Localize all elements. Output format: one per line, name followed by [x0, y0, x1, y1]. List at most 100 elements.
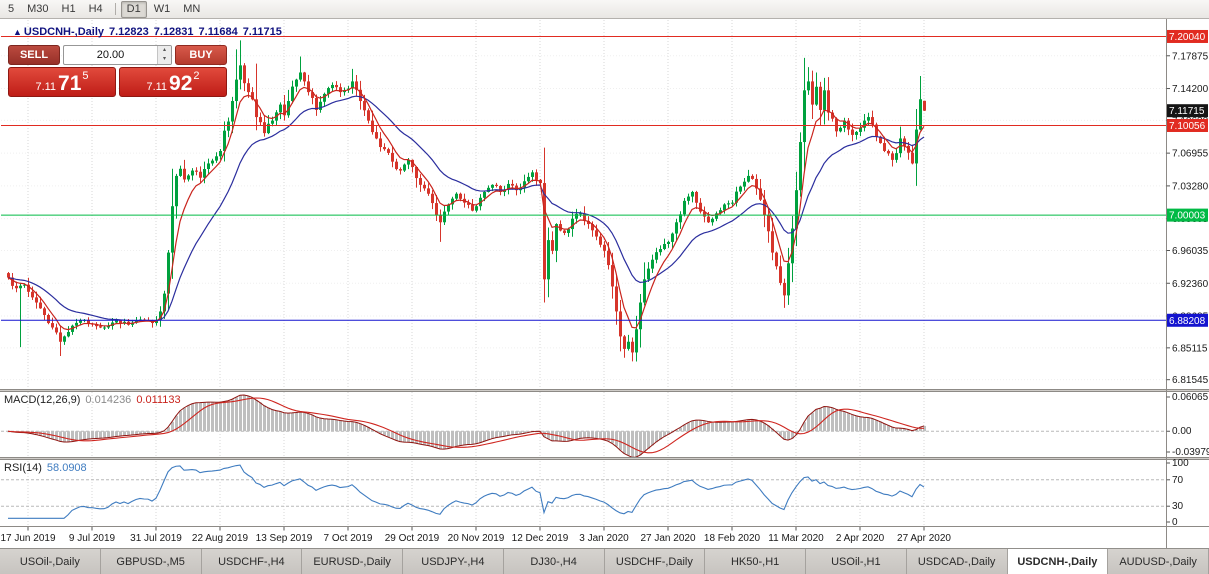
sell-price-pipette: 5	[82, 70, 89, 82]
chart-tab-gbpusd-m5[interactable]: GBPUSD-,M5	[101, 549, 202, 574]
timeframe-M30[interactable]: M30	[27, 2, 49, 15]
svg-text:7.11715: 7.11715	[1169, 106, 1205, 117]
svg-text:0.00: 0.00	[1172, 426, 1192, 437]
price-axis-labels: 7.178757.142007.106307.069557.032806.996…	[1166, 29, 1209, 386]
macd-signal-value: 0.011133	[136, 394, 181, 406]
chart-tab-usoil-h1[interactable]: USOil-,H1	[806, 549, 907, 574]
pane-chrome	[0, 19, 1209, 548]
svg-text:7 Oct 2019: 7 Oct 2019	[324, 533, 373, 544]
macd-indicator	[1, 394, 1166, 457]
rsi-value: 58.0908	[46, 462, 87, 474]
buy-price-big-digits: 92	[169, 72, 193, 95]
indicator-axis-labels: 0.06065 0.00 -0.03979100 70 30 0	[1166, 392, 1209, 528]
time-axis-labels: 17 Jun 2019 9 Jul 2019 31 Jul 2019 22 Aug 2…	[0, 527, 951, 544]
svg-text:18 Feb 2020: 18 Feb 2020	[704, 533, 761, 544]
chart-tab-usdcnh-daily[interactable]: USDCNH-,Daily	[1007, 549, 1109, 574]
svg-text:7.17875: 7.17875	[1172, 51, 1209, 62]
rsi-name: RSI(14)	[4, 462, 42, 474]
svg-text:0.06065: 0.06065	[1172, 392, 1209, 403]
svg-text:6.96035: 6.96035	[1172, 246, 1209, 257]
quote-close: 7.11715	[242, 26, 282, 38]
time-axis[interactable]	[0, 527, 1166, 548]
svg-text:6.92360: 6.92360	[1172, 279, 1209, 290]
splitter-macd-rsi[interactable]	[0, 457, 1209, 460]
chart-tab-usoil-daily[interactable]: USOil-,Daily	[0, 549, 101, 574]
macd-pane-label: MACD(12,26,9) 0.014236 0.011133	[4, 394, 186, 406]
chart-tab-eurusd-daily[interactable]: EURUSD-,Daily	[302, 549, 403, 574]
timeframe-toolbar: 5 M30 H1 H4 D1 W1 MN	[0, 0, 1209, 19]
svg-text:100: 100	[1172, 458, 1189, 469]
svg-text:6.81545: 6.81545	[1172, 375, 1209, 386]
volume-spinner[interactable]: 20.00 ▴ ▾	[63, 45, 172, 65]
moving-averages	[7, 86, 925, 331]
svg-text:-0.03979: -0.03979	[1172, 447, 1209, 458]
svg-text:7.14200: 7.14200	[1172, 84, 1209, 95]
svg-text:7.06955: 7.06955	[1172, 149, 1209, 160]
trade-top-row: SELL 20.00 ▴ ▾ BUY	[8, 45, 227, 65]
sell-price-big-digits: 71	[58, 72, 82, 95]
chart-tab-usdcad-daily[interactable]: USDCAD-,Daily	[907, 549, 1008, 574]
splitter-price-macd[interactable]	[0, 389, 1209, 392]
volume-spin-buttons: ▴ ▾	[157, 46, 171, 64]
rsi-indicator	[1, 464, 1166, 519]
svg-text:7.00003: 7.00003	[1169, 211, 1206, 222]
macd-main-value: 0.014236	[85, 394, 132, 406]
svg-text:13 Sep 2019: 13 Sep 2019	[256, 533, 313, 544]
toolbar-separator	[114, 3, 116, 15]
svg-text:2 Apr 2020: 2 Apr 2020	[836, 533, 885, 544]
buy-price-button[interactable]: 7.11 92 2	[119, 67, 227, 97]
chart-tab-usdchf-daily[interactable]: USDCHF-,Daily	[605, 549, 706, 574]
svg-text:6.88208: 6.88208	[1169, 316, 1206, 327]
macd-name: MACD(12,26,9)	[4, 394, 81, 406]
timeframe-5[interactable]: 5	[8, 2, 15, 15]
chart-tabs-bar: USOil-,Daily GBPUSD-,M5 USDCHF-,H4 EURUSD-,…	[0, 548, 1209, 574]
horizontal-level-lines	[1, 35, 1166, 321]
timeframe-W1[interactable]: W1	[153, 2, 171, 15]
tick-direction-icon: ▲	[13, 27, 22, 37]
svg-text:9 Jul 2019: 9 Jul 2019	[69, 533, 116, 544]
svg-text:20 Nov 2019: 20 Nov 2019	[448, 533, 505, 544]
chart-tab-audusd-daily[interactable]: AUDUSD-,Daily	[1108, 549, 1209, 574]
timeframe-D1[interactable]: D1	[120, 0, 147, 18]
rsi-pane-label: RSI(14) 58.0908	[4, 462, 92, 474]
svg-text:27 Jan 2020: 27 Jan 2020	[640, 533, 695, 544]
buy-price-pipette: 2	[193, 70, 200, 82]
svg-text:70: 70	[1172, 475, 1184, 486]
svg-text:7.20040: 7.20040	[1169, 32, 1206, 43]
svg-text:27 Apr 2020: 27 Apr 2020	[897, 533, 951, 544]
trade-price-row: 7.11 71 5 7.11 92 2	[8, 67, 227, 97]
chart-tab-hk50-h1[interactable]: HK50-,H1	[705, 549, 806, 574]
quote-high: 7.12831	[153, 26, 194, 38]
svg-text:17 Jun 2019: 17 Jun 2019	[0, 533, 55, 544]
chart-symbol-ohlc: ▲ USDCNH-,Daily 7.12823 7.12831 7.11684 7.117…	[13, 26, 287, 38]
volume-input[interactable]: 20.00	[96, 49, 125, 61]
sell-price-button[interactable]: 7.11 71 5	[8, 67, 116, 97]
svg-text:29 Oct 2019: 29 Oct 2019	[385, 533, 440, 544]
timeframe-H1[interactable]: H1	[61, 2, 76, 15]
timeframe-MN[interactable]: MN	[183, 2, 201, 15]
svg-text:7.10056: 7.10056	[1169, 121, 1206, 132]
svg-text:12 Dec 2019: 12 Dec 2019	[512, 533, 569, 544]
sell-button[interactable]: SELL	[8, 45, 60, 65]
sell-price-prefix: 7.11	[35, 81, 57, 93]
quote-low: 7.11684	[198, 26, 238, 38]
svg-text:30: 30	[1172, 501, 1184, 512]
svg-text:0: 0	[1172, 517, 1178, 528]
svg-text:31 Jul 2019: 31 Jul 2019	[130, 533, 182, 544]
timeframe-H4[interactable]: H4	[88, 2, 103, 15]
chart-symbol: USDCNH-,Daily	[23, 26, 104, 38]
chart-tab-usdchf-h4[interactable]: USDCHF-,H4	[202, 549, 303, 574]
chart-tab-usdjpy-h4[interactable]: USDJPY-,H4	[403, 549, 504, 574]
buy-button[interactable]: BUY	[175, 45, 227, 65]
quote-open: 7.12823	[109, 26, 149, 38]
volume-up-icon[interactable]: ▴	[158, 46, 171, 55]
chart-tab-dj30-h4[interactable]: DJ30-,H4	[504, 549, 605, 574]
price-axis[interactable]	[1167, 19, 1209, 526]
svg-text:7.03280: 7.03280	[1172, 181, 1209, 192]
one-click-trading-widget: SELL 20.00 ▴ ▾ BUY 7.11 71 5 7.11 92 2	[8, 45, 227, 97]
volume-down-icon[interactable]: ▾	[158, 55, 171, 64]
svg-text:11 Mar 2020: 11 Mar 2020	[768, 533, 824, 544]
svg-text:22 Aug 2019: 22 Aug 2019	[192, 533, 249, 544]
